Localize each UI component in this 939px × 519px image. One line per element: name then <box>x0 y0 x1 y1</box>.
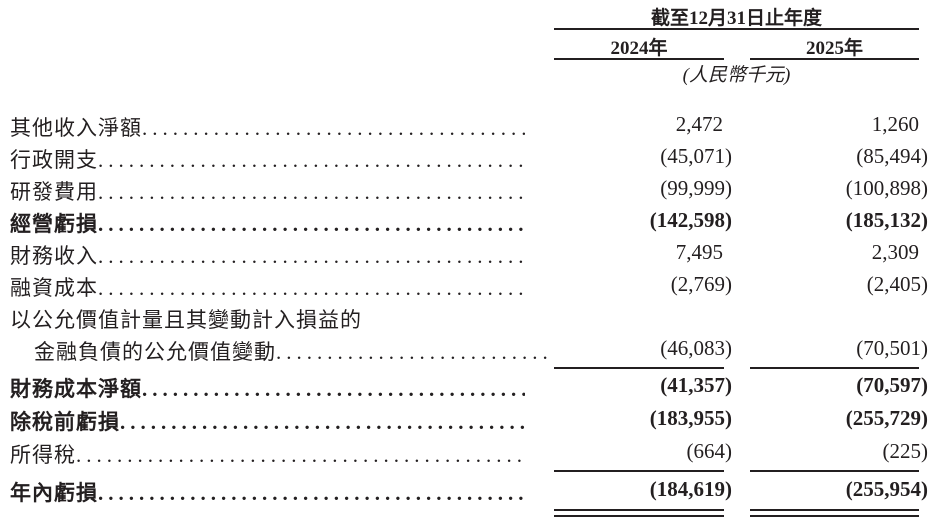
row-label: 所得稅.....................................… <box>10 439 525 469</box>
value-2025: (255,729) <box>845 406 928 430</box>
value-2024: (664) <box>686 439 733 463</box>
value-2025: (2,405) <box>866 272 928 296</box>
value-2024: (183,955) <box>649 406 732 430</box>
row-label-text: 財務成本淨額 <box>10 377 142 401</box>
row-label: 融資成本....................................… <box>10 272 525 302</box>
divider <box>750 470 919 472</box>
row-label-text: 財務收入 <box>10 244 98 268</box>
row-label: 金融負債的公允價值變動.............................… <box>34 336 549 366</box>
row-label: 研發費用....................................… <box>10 176 525 206</box>
value-2025: (70,501) <box>856 336 928 360</box>
table-row: 研發費用....................................… <box>0 176 939 206</box>
row-label: 行政開支....................................… <box>10 144 525 174</box>
period-header: 截至12月31日止年度 <box>650 8 822 29</box>
value-2024: 2,472 <box>675 112 723 136</box>
leader-dots: ........................................… <box>98 481 525 505</box>
row-label-text: 研發費用 <box>10 180 98 204</box>
value-2025: 1,260 <box>871 112 919 136</box>
leader-dots: ........................................… <box>98 244 525 268</box>
row-label-text: 經營虧損 <box>10 212 98 236</box>
row-label: 財務成本淨額..................................… <box>10 373 525 403</box>
table-row: 財務成本淨額..................................… <box>0 373 939 403</box>
row-label-text: 融資成本 <box>10 276 98 300</box>
value-2024: (46,083) <box>660 336 732 360</box>
leader-dots: ........................................… <box>76 443 525 467</box>
divider <box>554 28 919 30</box>
row-label: 除稅前虧損...................................… <box>10 406 525 436</box>
leader-dots: ........................................… <box>98 212 525 236</box>
value-2024: (45,071) <box>660 144 732 168</box>
value-2025: (225) <box>882 439 929 463</box>
row-label: 其他收入淨額..................................… <box>10 112 525 142</box>
row-label: 財務收入....................................… <box>10 240 525 270</box>
table-row: 財務收入....................................… <box>0 240 939 270</box>
leader-dots: ........................................… <box>98 276 525 300</box>
value-2024: (142,598) <box>649 208 732 232</box>
value-2024: (41,357) <box>660 373 732 397</box>
value-2024: (99,999) <box>660 176 732 200</box>
value-2024: (2,769) <box>670 272 732 296</box>
year-header-2025: 2025年 <box>805 38 863 59</box>
double-underline <box>554 515 724 517</box>
value-2025: (85,494) <box>856 144 928 168</box>
row-label: 經營虧損....................................… <box>10 208 525 238</box>
row-label-text: 所得稅 <box>10 443 76 467</box>
divider <box>554 367 724 369</box>
table-row: 其他收入淨額..................................… <box>0 112 939 142</box>
leader-dots: ........................................… <box>142 377 525 401</box>
row-label-text: 金融負債的公允價值變動 <box>34 340 276 364</box>
table-row: 金融負債的公允價值變動.............................… <box>0 336 939 366</box>
divider <box>750 367 919 369</box>
row-label-text: 行政開支 <box>10 148 98 172</box>
double-underline <box>750 509 919 511</box>
value-2024: 7,495 <box>675 240 723 264</box>
row-label-text: 年內虧損 <box>10 481 98 505</box>
table-row: 行政開支....................................… <box>0 144 939 174</box>
leader-dots: ........................................… <box>276 340 549 364</box>
row-label: 以公允價值計量且其變動計入損益的 <box>10 304 525 334</box>
double-underline <box>554 509 724 511</box>
value-2025: (100,898) <box>845 176 928 200</box>
value-2025: (70,597) <box>856 373 928 397</box>
table-row: 以公允價值計量且其變動計入損益的 <box>0 304 939 334</box>
table-row: 融資成本....................................… <box>0 272 939 302</box>
table-row: 年內虧損....................................… <box>0 477 939 507</box>
leader-dots: ........................................… <box>98 180 525 204</box>
table-row: 除稅前虧損...................................… <box>0 406 939 436</box>
leader-dots: ........................................… <box>98 148 525 172</box>
table-row: 經營虧損....................................… <box>0 208 939 238</box>
value-2024: (184,619) <box>649 477 732 501</box>
row-label: 年內虧損....................................… <box>10 477 525 507</box>
table-row: 所得稅.....................................… <box>0 439 939 469</box>
value-2025: 2,309 <box>871 240 919 264</box>
row-label-text: 除稅前虧損 <box>10 410 120 434</box>
unit-label: (人民幣千元) <box>682 65 791 86</box>
leader-dots: ........................................… <box>120 410 525 434</box>
value-2025: (185,132) <box>845 208 928 232</box>
value-2025: (255,954) <box>845 477 928 501</box>
divider <box>554 470 724 472</box>
row-label-text: 以公允價值計量且其變動計入損益的 <box>10 308 362 332</box>
divider <box>750 58 919 60</box>
double-underline <box>750 515 919 517</box>
row-label-text: 其他收入淨額 <box>10 116 142 140</box>
leader-dots: ........................................… <box>142 116 525 140</box>
year-header-2024: 2024年 <box>610 38 668 59</box>
divider <box>554 58 724 60</box>
